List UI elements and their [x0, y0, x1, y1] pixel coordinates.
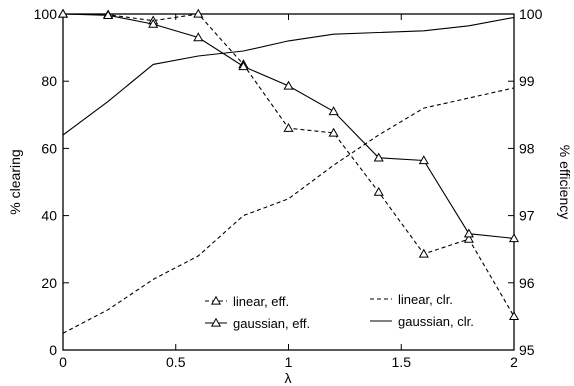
data-point-linear-eff	[193, 8, 204, 18]
data-point-linear-eff	[283, 122, 294, 132]
legend-marker-linear-eff	[210, 295, 222, 305]
data-point-gaussian-eff	[193, 32, 204, 42]
data-point-gaussian-eff	[508, 233, 520, 243]
series-gaussian-eff	[57, 8, 520, 243]
y-right-tick-label: 98	[519, 140, 535, 156]
y-left-tick-label: 0	[49, 342, 57, 358]
y-right-tick-label: 97	[519, 208, 535, 224]
data-point-gaussian-eff	[283, 80, 294, 90]
x-tick-label: 1.5	[392, 354, 412, 370]
data-point-linear-eff	[418, 248, 429, 258]
data-point-gaussian-eff	[328, 106, 339, 116]
x-tick-label: 0.5	[166, 354, 186, 370]
x-tick-label: 2	[510, 354, 518, 370]
data-point-gaussian-eff	[103, 10, 114, 19]
series-line-linear-eff	[62, 13, 515, 317]
series-layer	[57, 8, 520, 334]
data-point-linear-eff	[463, 233, 474, 243]
y-axis-right: 95 96 97 98 99 100	[508, 6, 543, 358]
series-linear-eff	[57, 8, 520, 320]
y-left-tick-label: 20	[41, 275, 57, 291]
series-gaussian-clr	[62, 16, 515, 136]
y-left-tick-label: 80	[41, 73, 57, 89]
legend-label-linear-clr: linear, clr.	[398, 292, 453, 307]
y-axis-right-title: % efficiency	[557, 145, 573, 219]
series-line-linear-clr	[62, 87, 515, 334]
x-tick-label: 0	[59, 354, 67, 370]
legend-label-linear-eff: linear, eff.	[233, 294, 289, 309]
legend-label-gaussian-eff: gaussian, eff.	[233, 316, 310, 331]
y-left-tick-label: 60	[41, 140, 57, 156]
legend-marker-gaussian-eff	[210, 317, 222, 327]
y-axis-left-title: % clearing	[7, 149, 23, 214]
x-tick-label: 1	[285, 354, 293, 370]
series-line-gaussian-clr	[62, 16, 515, 136]
series-linear-clr	[62, 87, 515, 334]
data-point-gaussian-eff	[57, 8, 69, 18]
data-point-linear-eff	[508, 311, 520, 320]
data-point-gaussian-eff	[463, 228, 474, 238]
data-point-gaussian-eff	[373, 152, 384, 162]
legend-label-gaussian-clr: gaussian, clr.	[398, 314, 474, 329]
x-axis-title: λ	[285, 370, 292, 386]
y-left-tick-label: 100	[34, 6, 58, 22]
data-point-gaussian-eff	[238, 61, 249, 71]
y-left-tick-label: 40	[41, 208, 57, 224]
y-axis-left: 0 20 40 60 80 100	[34, 6, 69, 358]
legend: linear, eff. gaussian, eff. linear, clr. ga…	[205, 292, 474, 331]
data-point-gaussian-eff	[418, 155, 429, 165]
y-right-tick-label: 100	[519, 6, 543, 22]
data-point-gaussian-eff	[148, 18, 159, 28]
y-right-tick-label: 96	[519, 275, 535, 291]
data-point-linear-eff	[328, 127, 339, 137]
data-point-linear-eff	[373, 186, 384, 196]
y-right-tick-label: 95	[519, 342, 535, 358]
y-right-tick-label: 99	[519, 73, 535, 89]
